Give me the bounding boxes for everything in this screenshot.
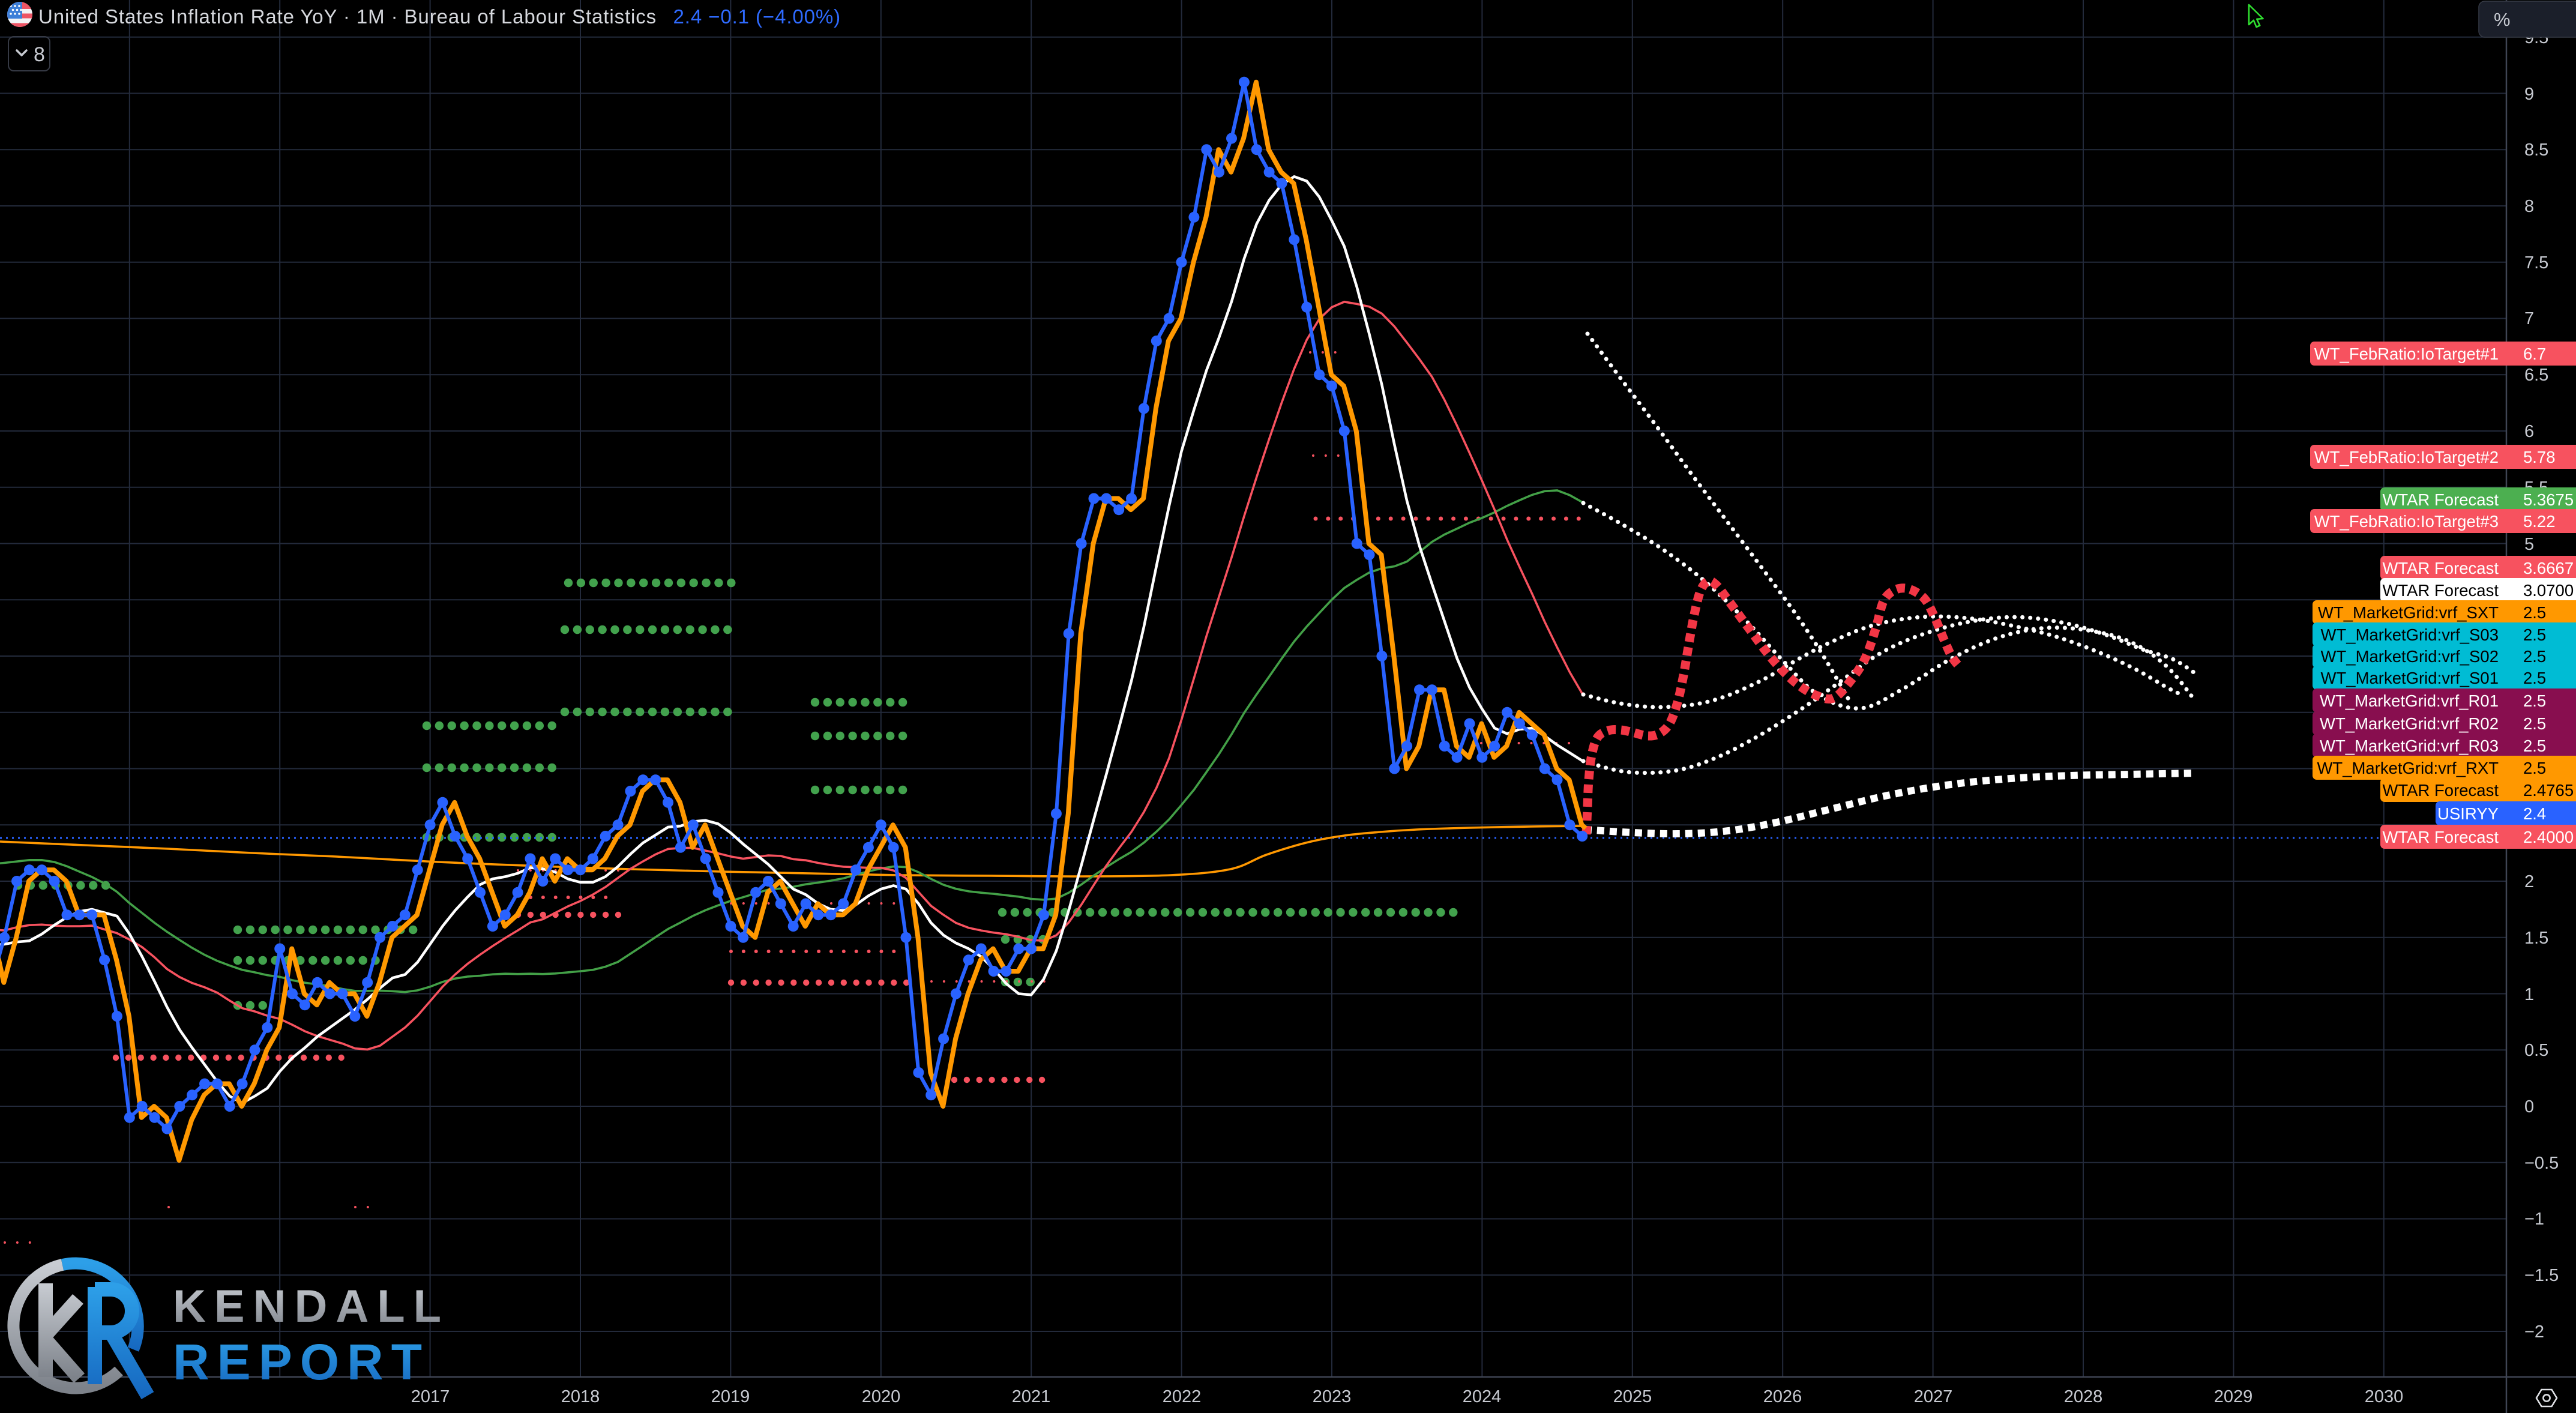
svg-text:WT_MarketGrid:vrf_R03: WT_MarketGrid:vrf_R03: [2320, 737, 2499, 755]
svg-text:0.5: 0.5: [2524, 1041, 2548, 1060]
svg-text:WT_MarketGrid:vrf_RXT: WT_MarketGrid:vrf_RXT: [2317, 759, 2499, 777]
svg-text:2019: 2019: [711, 1387, 750, 1406]
svg-text:WT_MarketGrid:vrf_S01: WT_MarketGrid:vrf_S01: [2321, 669, 2499, 687]
svg-text:2017: 2017: [411, 1387, 450, 1406]
svg-text:REPORT: REPORT: [173, 1334, 430, 1390]
svg-text:WT_FebRatio:IoTarget#1: WT_FebRatio:IoTarget#1: [2314, 345, 2499, 363]
svg-text:%: %: [2494, 9, 2511, 30]
svg-text:6.7: 6.7: [2523, 345, 2546, 363]
svg-text:5.3675: 5.3675: [2523, 490, 2574, 509]
svg-text:5.22: 5.22: [2523, 512, 2556, 531]
svg-text:8: 8: [2524, 197, 2534, 216]
svg-text:WTAR Forecast: WTAR Forecast: [2382, 559, 2499, 577]
svg-text:6: 6: [2524, 422, 2534, 441]
svg-text:−2: −2: [2524, 1322, 2544, 1342]
svg-text:WTAR Forecast: WTAR Forecast: [2382, 781, 2499, 800]
svg-text:2.5: 2.5: [2523, 669, 2546, 687]
svg-text:2.5: 2.5: [2523, 759, 2546, 777]
svg-text:2027: 2027: [1914, 1387, 1953, 1406]
svg-text:2028: 2028: [2064, 1387, 2103, 1406]
svg-text:WT_MarketGrid:vrf_R01: WT_MarketGrid:vrf_R01: [2320, 691, 2499, 710]
svg-text:2.5: 2.5: [2523, 691, 2546, 710]
svg-text:WT_FebRatio:IoTarget#3: WT_FebRatio:IoTarget#3: [2314, 512, 2499, 531]
svg-text:WT_MarketGrid:vrf_S03: WT_MarketGrid:vrf_S03: [2321, 625, 2499, 644]
svg-text:−1.5: −1.5: [2524, 1266, 2559, 1285]
svg-text:2023: 2023: [1313, 1387, 1352, 1406]
svg-text:1.5: 1.5: [2524, 929, 2548, 948]
svg-text:KENDALL: KENDALL: [173, 1281, 450, 1332]
svg-text:WT_MarketGrid:vrf_SXT: WT_MarketGrid:vrf_SXT: [2318, 603, 2499, 622]
svg-text:6.5: 6.5: [2524, 366, 2548, 385]
svg-text:WT_MarketGrid:vrf_S02: WT_MarketGrid:vrf_S02: [2321, 647, 2499, 666]
svg-text:WTAR Forecast: WTAR Forecast: [2382, 490, 2499, 509]
svg-text:2.5: 2.5: [2523, 714, 2546, 733]
svg-text:WT_MarketGrid:vrf_R02: WT_MarketGrid:vrf_R02: [2320, 714, 2499, 733]
svg-text:8.5: 8.5: [2524, 140, 2548, 160]
svg-text:2.5: 2.5: [2523, 625, 2546, 644]
svg-text:WTAR Forecast: WTAR Forecast: [2382, 581, 2499, 600]
svg-text:2.5: 2.5: [2523, 737, 2546, 755]
svg-text:2.4765: 2.4765: [2523, 781, 2574, 800]
svg-text:WTAR Forecast: WTAR Forecast: [2382, 828, 2499, 846]
svg-text:2018: 2018: [561, 1387, 600, 1406]
svg-text:2030: 2030: [2365, 1387, 2404, 1406]
svg-text:7.5: 7.5: [2524, 253, 2548, 273]
svg-text:2.4000: 2.4000: [2523, 828, 2574, 846]
svg-text:2025: 2025: [1613, 1387, 1652, 1406]
svg-text:2022: 2022: [1163, 1387, 1202, 1406]
svg-text:2: 2: [2524, 872, 2534, 891]
svg-text:United States Inflation Rate Y: United States Inflation Rate YoY · 1M · …: [38, 5, 841, 28]
svg-text:2021: 2021: [1012, 1387, 1051, 1406]
svg-text:7: 7: [2524, 309, 2534, 328]
svg-text:WT_FebRatio:IoTarget#2: WT_FebRatio:IoTarget#2: [2314, 448, 2499, 466]
svg-text:3.0700: 3.0700: [2523, 581, 2574, 600]
svg-text:5: 5: [2524, 535, 2534, 554]
svg-text:0: 0: [2524, 1097, 2534, 1116]
svg-text:9: 9: [2524, 85, 2534, 104]
svg-text:2026: 2026: [1763, 1387, 1802, 1406]
svg-text:−0.5: −0.5: [2524, 1154, 2559, 1173]
svg-text:2029: 2029: [2214, 1387, 2253, 1406]
svg-text:2.5: 2.5: [2523, 603, 2546, 622]
svg-text:USIRYY: USIRYY: [2437, 804, 2499, 823]
svg-text:3.6667: 3.6667: [2523, 559, 2574, 577]
svg-text:−1: −1: [2524, 1210, 2544, 1229]
svg-text:5.78: 5.78: [2523, 448, 2556, 466]
svg-text:2.4: 2.4: [2523, 804, 2546, 823]
svg-text:2024: 2024: [1463, 1387, 1502, 1406]
svg-text:1: 1: [2524, 985, 2534, 1004]
svg-text:8: 8: [34, 43, 45, 66]
svg-text:2.5: 2.5: [2523, 647, 2546, 666]
svg-text:2020: 2020: [862, 1387, 901, 1406]
